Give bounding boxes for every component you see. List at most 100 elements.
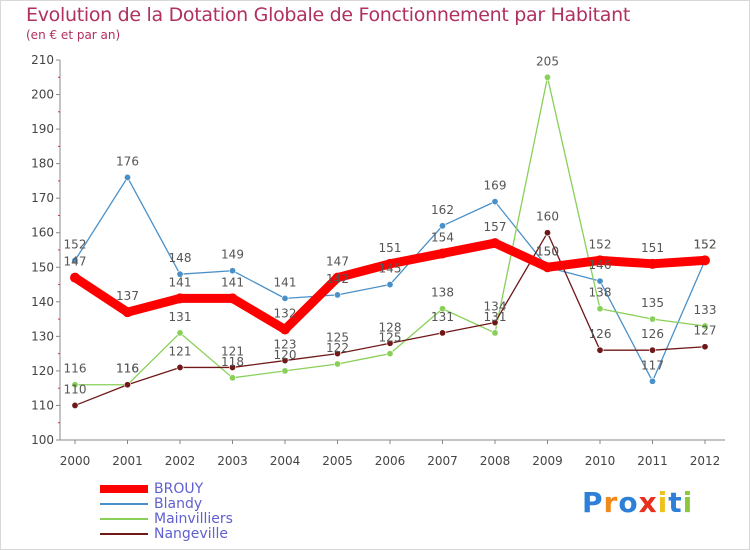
- data-point-mainvilliers: [701, 322, 709, 330]
- data-label-blandy: 146: [589, 258, 612, 272]
- x-tick-label: 2005: [322, 454, 353, 468]
- brand-letter: i: [682, 486, 694, 519]
- y-tick-label: 120: [31, 364, 54, 378]
- data-label-mainvilliers: 116: [64, 362, 87, 376]
- x-tick-label: 2002: [165, 454, 196, 468]
- legend-label: BROUY: [154, 481, 204, 497]
- legend-label: Nangeville: [154, 526, 228, 542]
- data-point-blandy: [71, 256, 79, 264]
- data-label-nangeville: 110: [64, 382, 87, 396]
- data-point-nangeville: [333, 350, 341, 358]
- x-tick-label: 2003: [217, 454, 248, 468]
- line-chart: 100 110 120 130 140 150 160 170 180 190 200 210 2000…: [31, 53, 725, 468]
- x-tick-label: 2008: [480, 454, 511, 468]
- data-label-blandy: 148: [169, 251, 192, 265]
- data-point-blandy: [176, 270, 184, 278]
- data-point-mainvilliers: [648, 315, 656, 323]
- data-label-mainvilliers: 133: [694, 303, 717, 317]
- data-point-mainvilliers: [229, 374, 237, 382]
- data-label-blandy: 117: [641, 358, 664, 372]
- data-point-nangeville: [386, 339, 394, 347]
- data-label-nangeville: 126: [641, 327, 664, 341]
- data-point-brouy: [280, 324, 290, 335]
- data-point-blandy: [648, 377, 656, 385]
- y-tick-label: 200: [31, 88, 54, 102]
- data-point-blandy: [333, 291, 341, 299]
- data-point-blandy: [124, 173, 132, 181]
- x-tick-label: 2009: [532, 454, 563, 468]
- data-label-nangeville: 134: [484, 300, 507, 314]
- data-label-blandy: 152: [694, 237, 717, 251]
- data-label-nangeville: 116: [116, 362, 139, 376]
- brand-letter: o: [618, 486, 639, 519]
- brand-logo: Proxiti: [582, 486, 693, 519]
- data-label-mainvilliers: 138: [431, 286, 454, 300]
- legend-label: Blandy: [154, 496, 203, 512]
- data-label-brouy: 157: [484, 220, 507, 234]
- data-label-brouy: 151: [379, 241, 402, 255]
- data-label-nangeville: 121: [169, 344, 192, 358]
- legend-item-nangeville: Nangeville: [100, 527, 350, 542]
- chart-title: Evolution de la Dotation Globale de Fonc…: [26, 4, 631, 26]
- data-label-nangeville: 128: [379, 320, 402, 334]
- y-tick-label: 150: [31, 260, 54, 274]
- data-label-mainvilliers: 131: [169, 310, 192, 324]
- data-point-brouy: [175, 293, 185, 304]
- data-label-brouy: 147: [326, 255, 349, 269]
- data-label-blandy: 145: [379, 262, 402, 276]
- data-label-nangeville: 160: [536, 210, 559, 224]
- legend-item-mainvilliers: Mainvilliers: [100, 512, 350, 527]
- data-point-blandy: [596, 277, 604, 285]
- data-point-nangeville: [124, 381, 132, 389]
- data-point-nangeville: [543, 229, 551, 237]
- legend-item-brouy: BROUY: [100, 482, 350, 497]
- data-point-nangeville: [648, 346, 656, 354]
- data-label-blandy: 149: [221, 248, 244, 262]
- legend-item-blandy: Blandy: [100, 497, 350, 512]
- data-point-brouy: [700, 255, 710, 266]
- data-point-nangeville: [229, 363, 237, 371]
- data-point-mainvilliers: [438, 305, 446, 313]
- data-label-nangeville: 131: [431, 310, 454, 324]
- data-point-brouy: [647, 258, 658, 269]
- y-tick-label: 160: [31, 226, 54, 240]
- data-label-brouy: 147: [64, 255, 87, 269]
- data-label-nangeville: 125: [326, 331, 349, 345]
- x-tick-label: 2012: [690, 454, 721, 468]
- y-tick-label: 190: [31, 122, 54, 136]
- brand-letter: i: [657, 486, 669, 519]
- data-point-mainvilliers: [491, 329, 499, 337]
- data-label-nangeville: 123: [274, 338, 297, 352]
- y-tick-label: 110: [31, 398, 54, 412]
- legend-swatch: [100, 518, 148, 520]
- data-label-mainvilliers: 135: [641, 296, 664, 310]
- data-label-brouy: 141: [221, 275, 244, 289]
- data-label-mainvilliers: 205: [536, 54, 559, 68]
- data-point-nangeville: [438, 329, 446, 337]
- data-label-blandy: 152: [64, 237, 87, 251]
- data-point-blandy: [229, 267, 237, 275]
- x-tick-label: 2011: [637, 454, 668, 468]
- y-tick-label: 100: [31, 433, 54, 447]
- data-point-mainvilliers: [333, 360, 341, 368]
- data-label-blandy: 176: [116, 154, 139, 168]
- data-label-mainvilliers: 120: [274, 348, 297, 362]
- data-point-brouy: [542, 262, 553, 273]
- brand-letter: P: [582, 486, 604, 519]
- legend: BROUY Blandy Mainvilliers Nangeville: [100, 482, 350, 542]
- data-label-mainvilliers: 125: [379, 331, 402, 345]
- data-label-brouy: 152: [694, 237, 717, 251]
- data-label-mainvilliers: 116: [116, 362, 139, 376]
- data-point-blandy: [281, 294, 289, 302]
- brand-letter: t: [668, 486, 683, 519]
- data-point-mainvilliers: [543, 73, 551, 81]
- data-point-nangeville: [491, 319, 499, 327]
- legend-label: Mainvilliers: [154, 511, 233, 527]
- data-point-blandy: [491, 198, 499, 206]
- y-tick-label: 130: [31, 329, 54, 343]
- x-tick-label: 2001: [112, 454, 143, 468]
- data-label-blandy: 141: [274, 275, 297, 289]
- data-label-nangeville: 126: [589, 327, 612, 341]
- data-point-nangeville: [176, 363, 184, 371]
